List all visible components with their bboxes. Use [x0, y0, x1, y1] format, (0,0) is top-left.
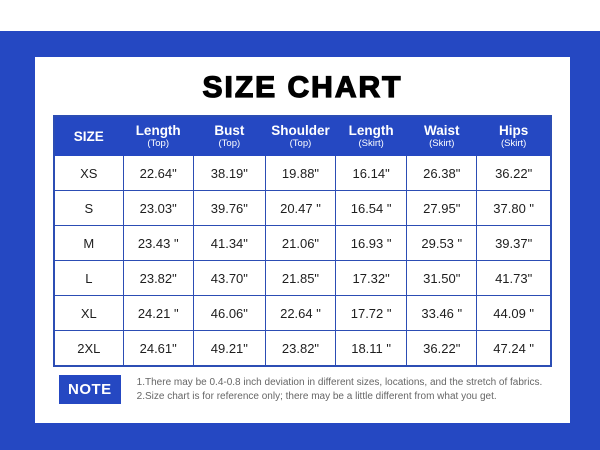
- note-section: NOTE 1.There may be 0.4-0.8 inch deviati…: [59, 375, 559, 404]
- measure-cell: 17.32": [335, 260, 408, 296]
- measure-cell: 37.80 ": [476, 190, 552, 226]
- size-cell: L: [53, 260, 124, 296]
- header-cell-length-top: Length (Top): [122, 115, 194, 156]
- measure-cell: 46.06": [192, 295, 266, 331]
- measure-cell: 26.38": [406, 155, 478, 191]
- measure-cell: 24.21 ": [122, 295, 194, 331]
- header-sublabel: (Skirt): [358, 138, 384, 149]
- measure-cell: 18.11 ": [335, 330, 408, 367]
- measure-cell: 23.43 ": [122, 225, 194, 261]
- measure-cell: 16.93 ": [335, 225, 408, 261]
- header-label: Bust: [214, 123, 245, 138]
- size-cell: XL: [53, 295, 124, 331]
- header-cell-waist-skirt: Waist (Skirt): [406, 115, 478, 156]
- measure-cell: 38.19": [192, 155, 266, 191]
- measure-cell: 47.24 ": [476, 330, 552, 367]
- note-line-1: 1.There may be 0.4-0.8 inch deviation in…: [136, 377, 543, 388]
- header-label: Hips: [499, 123, 529, 138]
- table-row-2xl: 2XL 24.61" 49.21" 23.82" 18.11 " 36.22" …: [53, 330, 552, 367]
- measure-cell: 21.85": [264, 260, 337, 296]
- measure-cell: 27.95": [406, 190, 478, 226]
- note-line-2: 2.Size chart is for reference only; ther…: [136, 391, 497, 402]
- measure-cell: 36.22": [476, 155, 552, 191]
- table-row-xs: XS 22.64" 38.19" 19.88" 16.14" 26.38" 36…: [53, 155, 552, 191]
- table-row-s: S 23.03" 39.76" 20.47 " 16.54 " 27.95" 3…: [53, 190, 552, 226]
- table-row-xl: XL 24.21 " 46.06" 22.64 " 17.72 " 33.46 …: [53, 295, 552, 331]
- measure-cell: 39.76": [192, 190, 266, 226]
- header-label: Length: [348, 123, 394, 138]
- measure-cell: 33.46 ": [406, 295, 478, 331]
- size-cell: M: [53, 225, 124, 261]
- header-label: SIZE: [73, 128, 104, 144]
- header-cell-length-skirt: Length (Skirt): [335, 115, 408, 156]
- measure-cell: 39.37": [476, 225, 552, 261]
- measure-cell: 16.54 ": [335, 190, 408, 226]
- header-cell-hips-skirt: Hips (Skirt): [476, 115, 552, 156]
- note-badge: NOTE: [59, 375, 121, 404]
- measure-cell: 24.61": [122, 330, 194, 367]
- header-cell-bust-top: Bust (Top): [192, 115, 266, 156]
- header-sublabel: (Skirt): [429, 138, 455, 149]
- header-sublabel: (Top): [147, 138, 170, 149]
- measure-cell: 22.64": [122, 155, 194, 191]
- header-label: Shoulder: [271, 123, 330, 138]
- size-cell: 2XL: [53, 330, 124, 367]
- size-table: SIZE Length (Top) Bust (Top) Shoulder (T…: [53, 115, 552, 367]
- measure-cell: 44.09 ": [476, 295, 552, 331]
- measure-cell: 23.82": [264, 330, 337, 367]
- page-title: SIZE CHART: [202, 71, 403, 104]
- measure-cell: 21.06": [264, 225, 337, 261]
- measure-cell: 31.50": [406, 260, 478, 296]
- header-sublabel: (Top): [218, 138, 241, 149]
- header-sublabel: (Skirt): [501, 138, 527, 149]
- measure-cell: 23.03": [122, 190, 194, 226]
- table-row-l: L 23.82" 43.70" 21.85" 17.32" 31.50" 41.…: [53, 260, 552, 296]
- header-cell-shoulder-top: Shoulder (Top): [264, 115, 337, 156]
- measure-cell: 41.73": [476, 260, 552, 296]
- measure-cell: 36.22": [406, 330, 478, 367]
- header-cell-size: SIZE: [53, 115, 124, 156]
- note-text: 1.There may be 0.4-0.8 inch deviation in…: [137, 375, 543, 404]
- header-label: Length: [135, 123, 181, 138]
- measure-cell: 23.82": [122, 260, 194, 296]
- measure-cell: 16.14": [335, 155, 408, 191]
- measure-cell: 17.72 ": [335, 295, 408, 331]
- header-label: Waist: [424, 123, 460, 138]
- header-sublabel: (Top): [289, 138, 312, 149]
- measure-cell: 43.70": [192, 260, 266, 296]
- measure-cell: 49.21": [192, 330, 266, 367]
- measure-cell: 19.88": [264, 155, 337, 191]
- measure-cell: 22.64 ": [264, 295, 337, 331]
- table-row-m: M 23.43 " 41.34" 21.06" 16.93 " 29.53 " …: [53, 225, 552, 261]
- measure-cell: 41.34": [192, 225, 266, 261]
- size-cell: S: [53, 190, 124, 226]
- size-cell: XS: [53, 155, 124, 191]
- measure-cell: 29.53 ": [406, 225, 478, 261]
- measure-cell: 20.47 ": [264, 190, 337, 226]
- table-header-row: SIZE Length (Top) Bust (Top) Shoulder (T…: [53, 115, 552, 156]
